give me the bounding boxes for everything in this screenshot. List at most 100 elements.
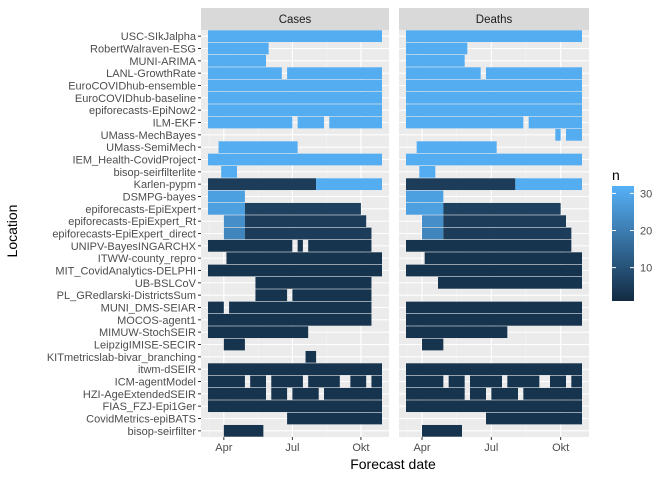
panel-deaths: Deaths — [399, 8, 589, 437]
heatmap-tile — [208, 42, 269, 55]
heatmap-tile — [244, 215, 367, 228]
heatmap-tile — [271, 387, 288, 400]
heatmap-tile — [443, 202, 561, 215]
heatmap-tile — [223, 338, 245, 351]
heatmap-tile — [448, 375, 465, 388]
legend-colorbar — [612, 186, 634, 301]
heatmap-tile — [208, 178, 317, 191]
y-tick-label: epiforecasts-EpiExpert_direct — [52, 229, 196, 241]
y-tick-label: epiforecasts-EpiExpert_Rt — [68, 216, 196, 228]
y-tick-label: HZI-AgeExtendedSEIR — [83, 389, 196, 401]
y-tick-label: itwm-dSEIR — [138, 364, 196, 376]
y-tick-label: LANL-GrowthRate — [106, 68, 196, 80]
y-tick-label: CovidMetrics-epiBATS — [86, 414, 196, 426]
strip-cases — [201, 8, 389, 30]
legend-tick-label: 30 — [640, 188, 652, 200]
heatmap-tile — [244, 202, 361, 215]
heatmap-tile — [406, 363, 582, 376]
heatmap-tile — [571, 375, 582, 388]
heatmap-tile — [255, 289, 288, 302]
heatmap-tile — [470, 387, 486, 400]
heatmap-tile — [208, 264, 382, 277]
heatmap-tile — [297, 116, 324, 129]
strip-label: Cases — [279, 14, 312, 26]
heatmap-tile — [422, 227, 444, 240]
heatmap-tile — [208, 54, 266, 67]
heatmap-tile — [406, 153, 582, 166]
heatmap-tile — [208, 313, 372, 326]
heatmap-tile — [316, 178, 382, 191]
heatmap-tile — [371, 375, 382, 388]
y-tick-label: PL_GRedlarski-DistrictsSum — [57, 290, 196, 302]
heatmap-tile — [208, 239, 293, 252]
y-tick-label: Karlen-pypm — [134, 179, 196, 191]
heatmap-tile — [244, 227, 372, 240]
heatmap-tile — [406, 30, 582, 43]
heatmap-tile — [406, 239, 572, 252]
heatmap-tile — [406, 67, 481, 80]
y-tick-label: MUNI_DMS-SEIAR — [101, 303, 196, 315]
heatmap-tile — [218, 141, 298, 154]
heatmap-tile — [208, 104, 382, 117]
y-tick-label: RobertWalraven-ESG — [90, 44, 196, 56]
heatmap-tile — [229, 301, 372, 314]
heatmap-tile — [406, 91, 582, 104]
heatmap-tile — [292, 289, 372, 302]
legend-tick-label: 10 — [640, 263, 652, 275]
heatmap-tile — [250, 375, 266, 388]
heatmap-tile — [515, 178, 582, 191]
y-tick-label: EuroCOVIDhub-baseline — [75, 93, 196, 105]
y-tick-label: epiforecasts-EpiNow2 — [89, 105, 196, 117]
heatmap-tile — [287, 67, 382, 80]
heatmap-tile — [416, 141, 497, 154]
heatmap-tile — [406, 375, 444, 388]
heatmap-tile — [470, 375, 502, 388]
y-tick-label: EuroCOVIDhub-ensemble — [68, 81, 196, 93]
y-tick-label: FIAS_FZJ-Epi1Ger — [102, 401, 196, 413]
y-tick-label: MUNI-ARIMA — [129, 56, 196, 68]
legend-tick-label: 20 — [640, 226, 652, 238]
heatmap-tile — [422, 215, 444, 228]
heatmap-tile — [422, 424, 462, 437]
y-tick-label: bisop-seirfilter — [128, 426, 197, 438]
y-tick-label: ILM-EKF — [153, 118, 197, 130]
heatmap-tile — [208, 91, 382, 104]
y-tick-label: MIMUW-StochSEIR — [99, 327, 196, 339]
heatmap-tile — [523, 387, 582, 400]
y-tick-label: UNIPV-BayesINGARCHX — [71, 241, 197, 253]
heatmap-tile — [255, 276, 372, 289]
heatmap-tile — [406, 301, 582, 314]
heatmap-tile — [208, 202, 245, 215]
heatmap-tile — [507, 375, 540, 388]
heatmap-tile — [406, 313, 582, 326]
heatmap-tile — [406, 178, 516, 191]
heatmap-tile — [406, 264, 582, 277]
heatmap-tile — [208, 190, 245, 203]
heatmap-tile — [486, 67, 582, 80]
legend: n 10 20 30 — [612, 167, 652, 301]
heatmap-tile — [406, 326, 508, 339]
y-tick-label: UMass-SemiMech — [106, 142, 196, 154]
heatmap-tile — [208, 79, 382, 92]
x-tick-label: Okt — [552, 442, 569, 454]
heatmap-tile — [208, 387, 266, 400]
heatmap-tile — [329, 116, 382, 129]
y-tick-label: KITmetricslab-bivar_branching — [47, 352, 196, 364]
y-tick-label: USC-SIkJalpha — [121, 31, 197, 43]
heatmap-tile — [297, 239, 303, 252]
heatmap-tile — [208, 326, 309, 339]
heatmap-tile — [208, 301, 224, 314]
heatmap-tile — [550, 375, 566, 388]
y-tick-label: MIT_CovidAnalytics-DELPHI — [55, 266, 196, 278]
heatmap-tile — [406, 202, 444, 215]
heatmap-tile — [208, 400, 382, 413]
heatmap-tile — [208, 116, 293, 129]
heatmap-tile — [406, 400, 582, 413]
heatmap-tile — [287, 412, 382, 425]
y-tick-label: UMass-MechBayes — [101, 130, 197, 142]
heatmap-tile — [555, 128, 561, 141]
heatmap-tile — [208, 153, 382, 166]
heatmap-tile — [486, 412, 582, 425]
heatmap-tile — [208, 375, 245, 388]
y-tick-label: LeipzigIMISE-SECIR — [94, 340, 196, 352]
